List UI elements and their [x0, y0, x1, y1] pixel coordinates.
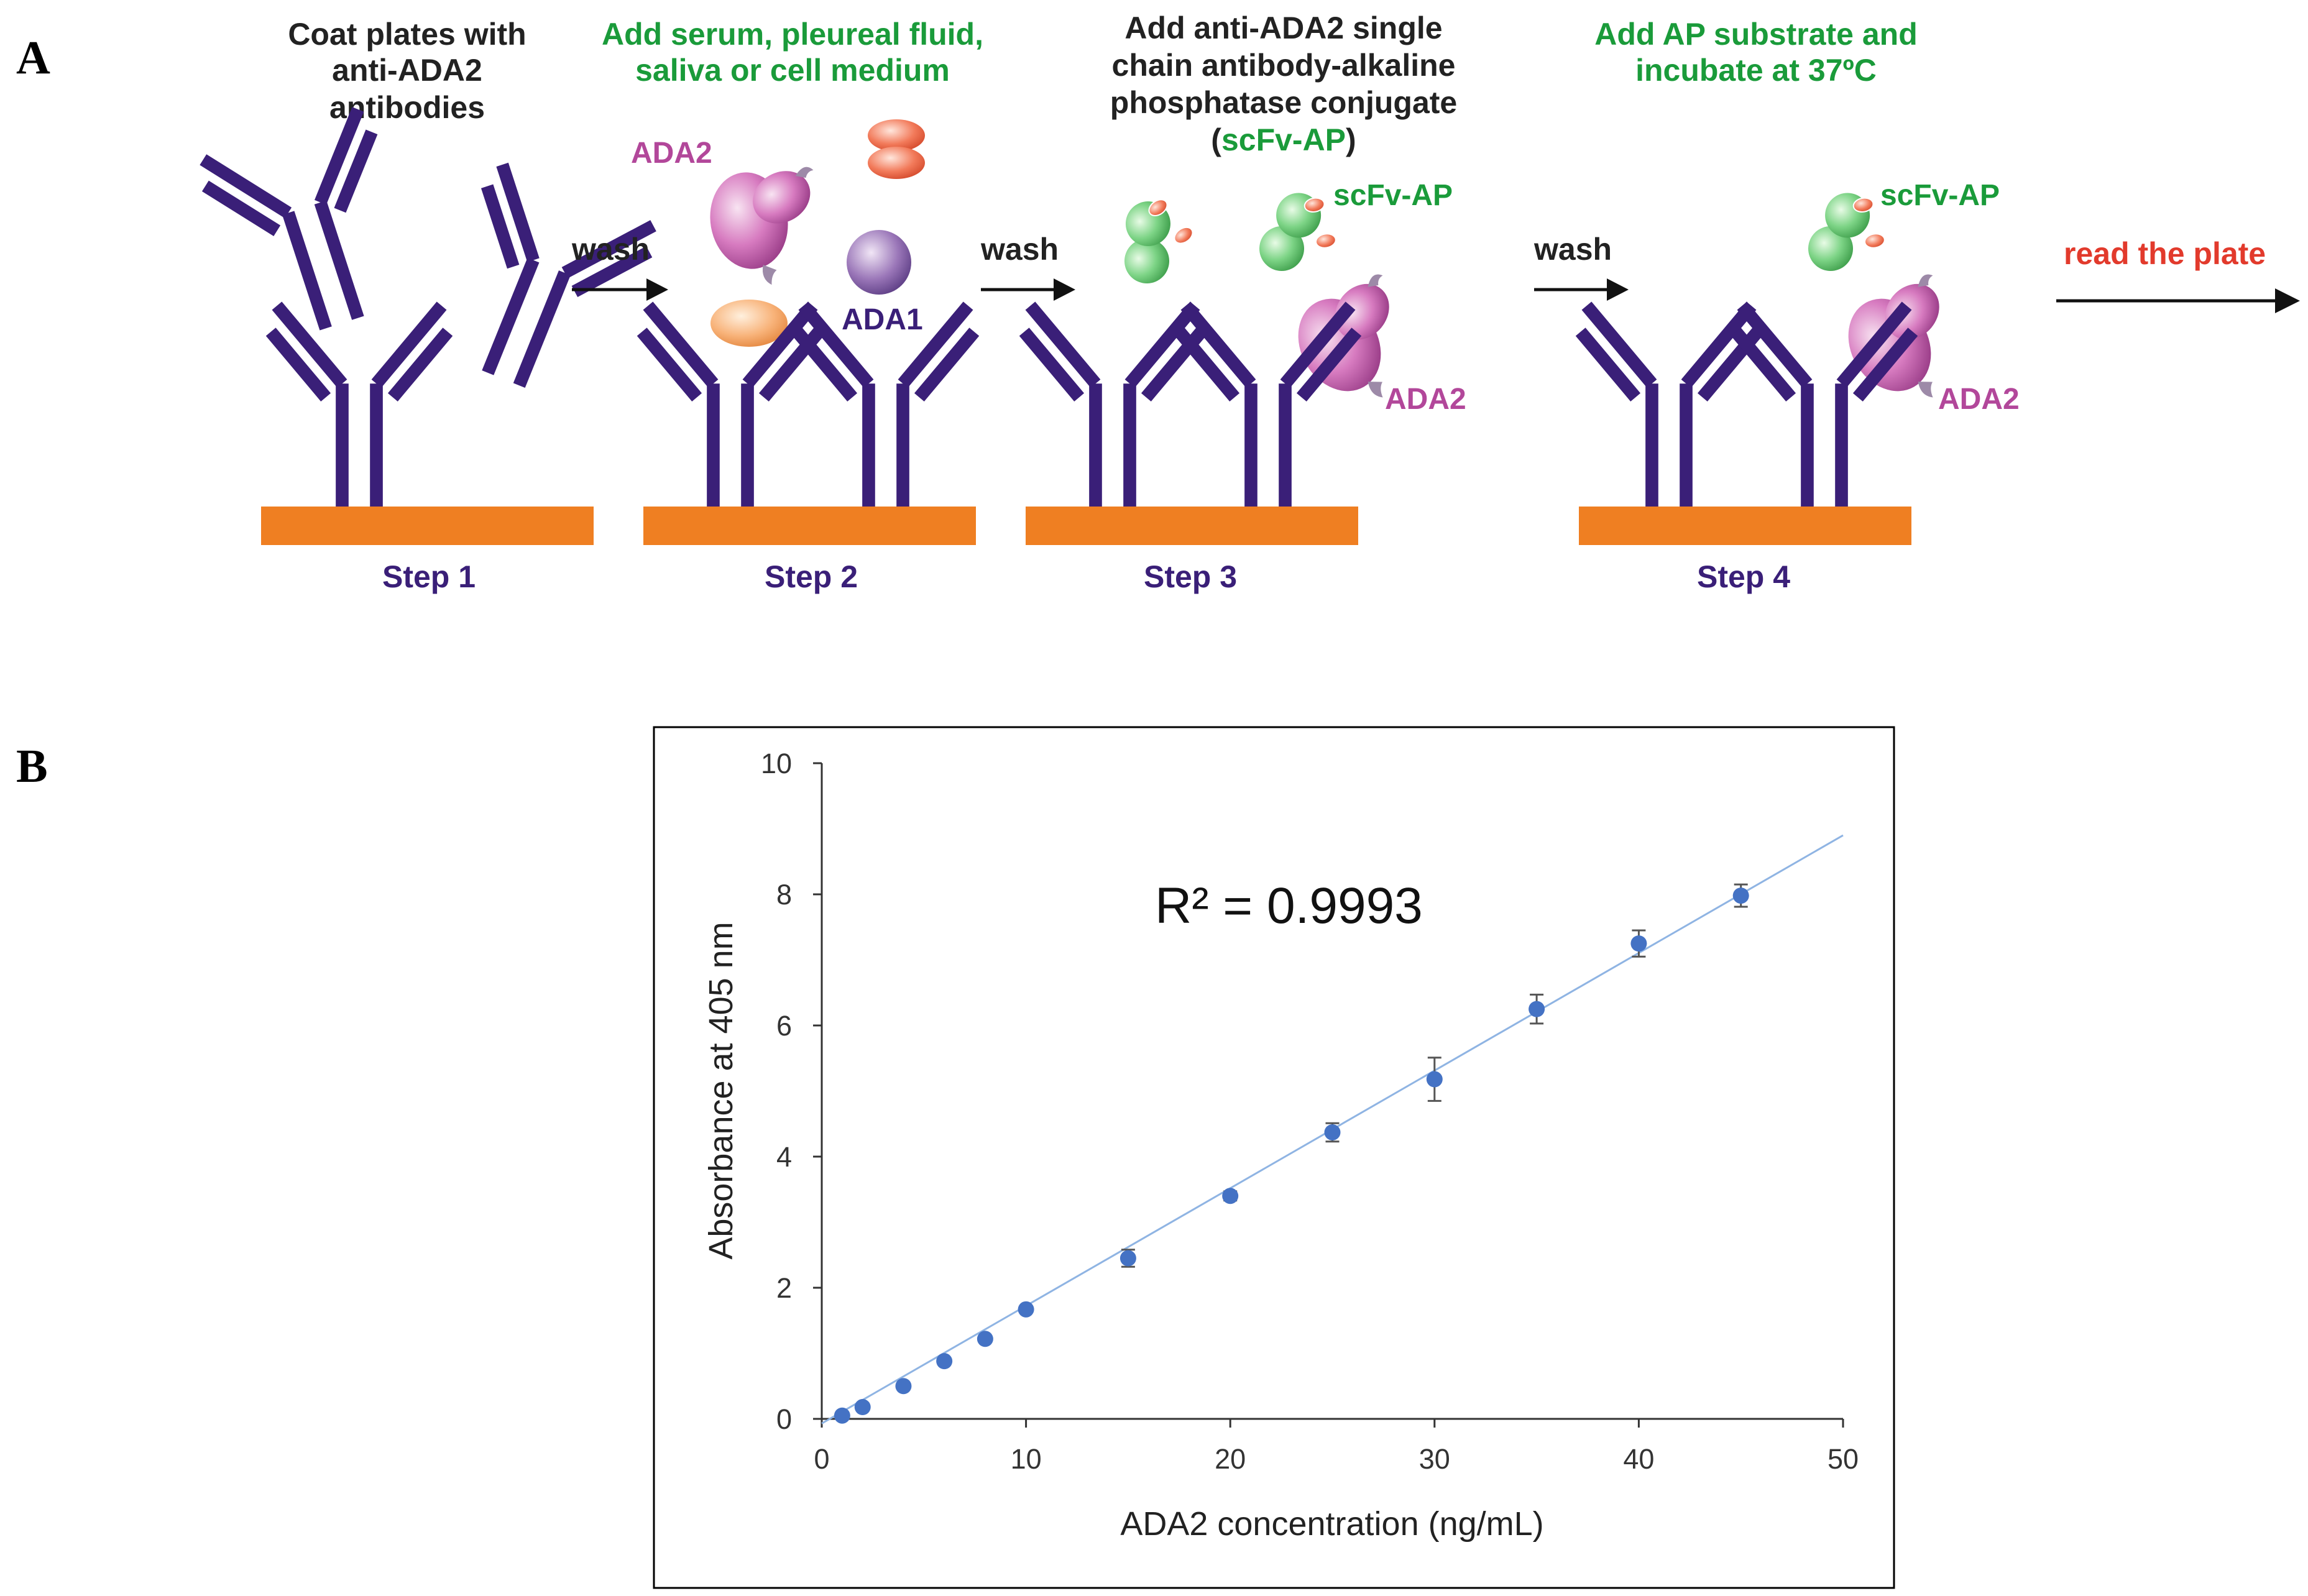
step-1: Coat plates with anti-ADA2 antibodies St… — [182, 17, 674, 594]
panel-a-label: A — [16, 32, 50, 84]
step2-ada2-label: ADA2 — [631, 137, 712, 170]
step4-ada2-label: ADA2 — [1938, 383, 2020, 416]
y-tick-label: 0 — [776, 1403, 792, 1435]
step3-caption-line2: chain antibody-alkaline — [1112, 48, 1456, 83]
protein-orange-icon — [710, 300, 788, 347]
data-point — [1222, 1188, 1239, 1204]
y-tick-label: 6 — [776, 1010, 792, 1042]
data-point — [1630, 935, 1647, 952]
data-point — [854, 1399, 871, 1416]
data-point — [1426, 1071, 1443, 1088]
data-point — [1529, 1001, 1545, 1017]
chart-frame — [653, 726, 1895, 1589]
wash-arrow-1: wash — [571, 232, 668, 301]
standard-curve-chart: 0 10 20 30 40 50 0 2 4 6 8 10 R² = 0.9993 ADA2 con… — [653, 726, 1895, 1589]
y-tick-label: 8 — [776, 879, 792, 910]
step2-caption-line2: saliva or cell medium — [635, 53, 950, 88]
step3-scfv-label: scFv-AP — [1333, 179, 1453, 212]
scfv-ap-bound-icon — [1249, 186, 1340, 275]
data-point — [1018, 1301, 1034, 1318]
step2-ada1-label: ADA1 — [842, 303, 923, 336]
x-tick-label: 0 — [814, 1443, 829, 1475]
plate-bar — [1026, 507, 1358, 545]
antibody-icon — [255, 301, 463, 507]
plate-bar — [261, 507, 594, 545]
x-tick-label: 10 — [1011, 1443, 1042, 1475]
x-axis-title: ADA2 concentration (ng/mL) — [1120, 1505, 1543, 1543]
y-tick-label: 4 — [776, 1141, 792, 1173]
step3-caption-line3: phosphatase conjugate — [1110, 85, 1457, 120]
r-squared-annotation: R² = 0.9993 — [1155, 878, 1423, 934]
wash-label: wash — [571, 232, 650, 267]
y-tick-label: 10 — [761, 748, 792, 779]
data-point — [834, 1407, 850, 1424]
wash-arrow-2: wash — [980, 232, 1075, 301]
data-point — [895, 1378, 912, 1395]
x-tick-label: 30 — [1419, 1443, 1450, 1475]
antibody-icon — [408, 153, 674, 418]
ada2-molecule-icon — [702, 157, 832, 294]
wash-label: wash — [1533, 232, 1612, 267]
step4-scfv-label: scFv-AP — [1880, 179, 2000, 212]
step-2: Add serum, pleureal fluid, saliva or cel… — [602, 17, 990, 594]
step3-label: Step 3 — [1144, 559, 1237, 594]
ada1-molecule-icon — [847, 230, 911, 295]
y-ticks: 0 2 4 6 8 10 — [761, 748, 822, 1435]
y-axis-title: Absorbance at 405 nm — [702, 922, 740, 1259]
step3-caption-line1: Add anti-ADA2 single — [1124, 11, 1442, 45]
step-4: Add AP substrate and incubate at 37ºC sc… — [1565, 17, 2020, 594]
step4-label: Step 4 — [1697, 559, 1790, 594]
step-3: Add anti-ADA2 single chain antibody-alka… — [1009, 11, 1466, 594]
step3-caption-line4: (scFv-AP) — [1211, 122, 1356, 157]
protein-red-icon — [868, 119, 925, 179]
antibody-icon — [182, 99, 439, 355]
step1-caption-line2: anti-ADA2 — [332, 53, 482, 88]
step1-caption-line1: Coat plates with — [288, 17, 526, 52]
step3-ada2-label: ADA2 — [1385, 383, 1466, 416]
read-plate-label: read the plate — [2064, 236, 2266, 271]
x-tick-label: 20 — [1215, 1443, 1246, 1475]
x-tick-label: 40 — [1623, 1443, 1654, 1475]
read-plate-arrow: read the plate — [2056, 236, 2300, 313]
step1-label: Step 1 — [382, 559, 476, 594]
y-tick-label: 2 — [776, 1272, 792, 1304]
panel-b-label: B — [16, 740, 48, 792]
step4-caption-line2: incubate at 37ºC — [1635, 53, 1877, 88]
data-point — [977, 1331, 993, 1347]
plate-bar — [1579, 507, 1911, 545]
step4-caption-line1: Add AP substrate and — [1594, 17, 1918, 52]
data-point — [1732, 887, 1749, 904]
step2-caption-line1: Add serum, pleureal fluid, — [602, 17, 983, 52]
step2-label: Step 2 — [765, 559, 858, 594]
data-points — [834, 887, 1749, 1424]
data-point — [1120, 1250, 1136, 1267]
wash-arrow-3: wash — [1533, 232, 1629, 301]
scfv-ap-free-icon — [1098, 186, 1205, 293]
data-point — [936, 1353, 953, 1370]
x-ticks: 0 10 20 30 40 50 — [814, 1419, 1859, 1475]
plate-bar — [643, 507, 976, 545]
wash-label: wash — [980, 232, 1059, 267]
scfv-ap-bound-icon — [1798, 186, 1889, 275]
x-tick-label: 50 — [1828, 1443, 1859, 1475]
data-point — [1324, 1124, 1341, 1140]
